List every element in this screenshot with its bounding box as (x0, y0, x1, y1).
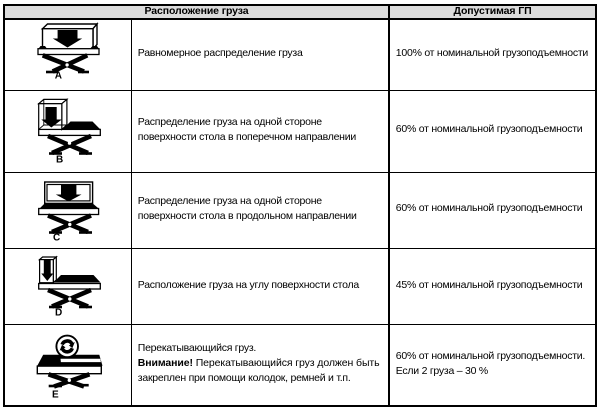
svg-text:C: C (53, 232, 60, 243)
svg-text:B: B (56, 154, 63, 165)
svg-text:E: E (52, 390, 59, 401)
svg-text:A: A (55, 70, 62, 81)
svg-text:D: D (55, 308, 62, 319)
